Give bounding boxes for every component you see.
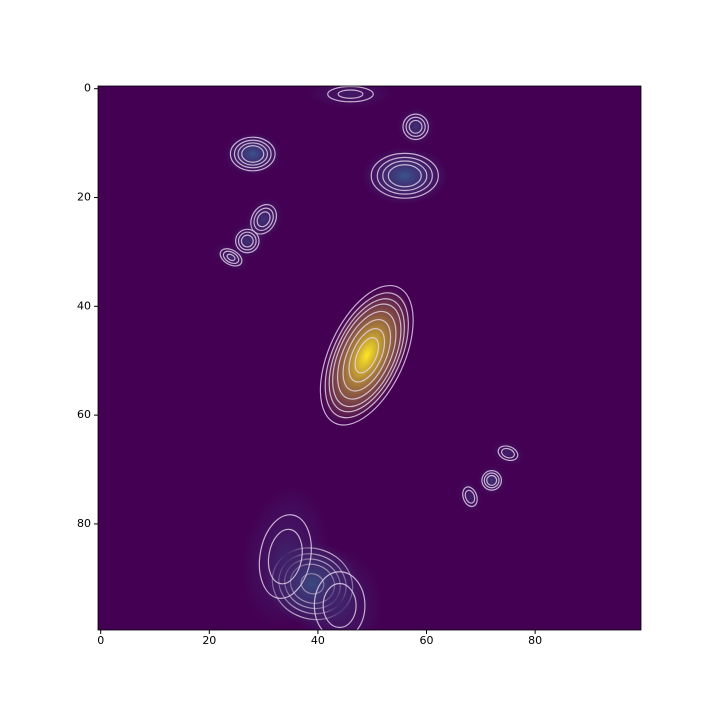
axes-frame xyxy=(97,85,642,631)
contour-line xyxy=(313,571,366,630)
intensity-peak xyxy=(224,132,281,176)
x-tick-label: 60 xyxy=(420,634,434,647)
contour-line xyxy=(241,145,265,163)
contour-line xyxy=(387,164,422,188)
contour-line xyxy=(337,310,397,400)
contour-line xyxy=(405,116,426,137)
contour-line xyxy=(324,292,409,419)
intensity-peak xyxy=(308,86,393,109)
contour-line xyxy=(237,231,257,251)
intensity-peak xyxy=(214,243,248,271)
y-tick-label: 60 xyxy=(77,408,91,421)
contour-line xyxy=(327,86,374,103)
y-tick-label: 0 xyxy=(84,82,91,95)
x-tick-label: 20 xyxy=(202,634,216,647)
contour-line xyxy=(240,234,254,248)
contour-line xyxy=(462,486,478,508)
contour-line xyxy=(237,142,269,166)
contour-line xyxy=(258,514,312,599)
contour-line xyxy=(322,582,357,629)
intensity-peak xyxy=(321,286,413,424)
contour-line xyxy=(408,119,423,134)
x-tick-label: 80 xyxy=(528,634,542,647)
contour-line xyxy=(481,470,503,491)
x-tick-label: 0 xyxy=(97,634,104,647)
contour-line xyxy=(354,337,380,374)
contour-line xyxy=(267,528,303,585)
y-tick-label: 80 xyxy=(77,517,91,530)
intensity-peak xyxy=(297,548,382,630)
contour-line xyxy=(382,160,428,192)
contour-line xyxy=(219,248,243,267)
contour-line xyxy=(348,328,386,383)
contour-line xyxy=(402,113,429,141)
contour-line xyxy=(319,284,414,426)
contour-line xyxy=(233,139,272,169)
contour-line xyxy=(370,152,439,199)
contour-line xyxy=(486,474,498,486)
contour-line xyxy=(483,472,500,489)
y-tick-label: 40 xyxy=(77,299,91,312)
contour-line xyxy=(497,445,519,462)
contour-line xyxy=(235,228,260,254)
contour-line xyxy=(229,136,276,172)
contour-line xyxy=(337,89,364,99)
contour-line xyxy=(328,298,405,413)
x-tick-label: 40 xyxy=(311,634,325,647)
intensity-peak xyxy=(362,147,448,205)
contour-line xyxy=(222,250,240,265)
contour-line xyxy=(500,447,515,459)
plot-area xyxy=(214,86,525,630)
contour-line xyxy=(226,253,236,262)
contour-line xyxy=(342,319,392,392)
y-tick-label: 20 xyxy=(77,191,91,204)
contour-line xyxy=(464,489,476,504)
contour-line xyxy=(332,303,402,408)
contour-line xyxy=(376,156,433,195)
contour-line xyxy=(256,211,271,228)
